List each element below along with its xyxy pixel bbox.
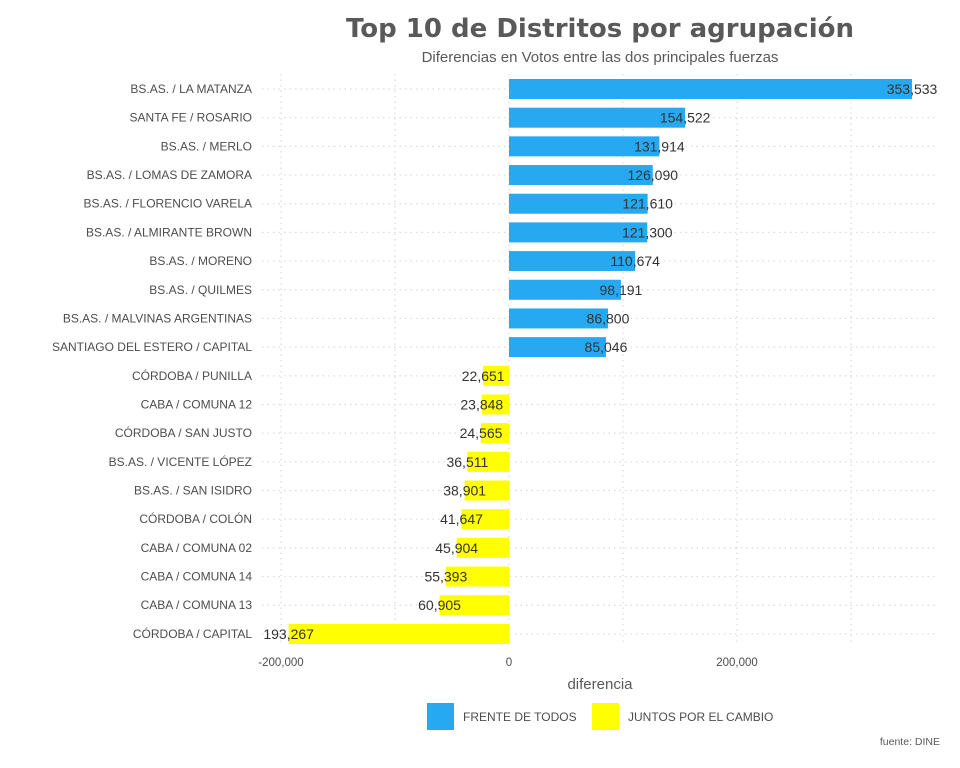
- bar: [509, 251, 636, 272]
- data-label: 193,267: [263, 626, 314, 642]
- data-label: 121,300: [622, 224, 673, 240]
- grid: [262, 74, 937, 646]
- category-label: BS.AS. / LA MATANZA: [130, 82, 252, 96]
- category-label: BS.AS. / FLORENCIO VARELA: [84, 197, 253, 211]
- bar: [509, 165, 653, 186]
- data-label: 110,674: [610, 253, 660, 269]
- data-label: 85,046: [585, 339, 628, 355]
- data-label: 154,522: [660, 110, 711, 126]
- data-label: 41,647: [440, 511, 483, 527]
- x-tick-label: 0: [506, 657, 512, 669]
- bar: [445, 566, 509, 587]
- category-label: CABA / COMUNA 12: [141, 397, 253, 411]
- bar: [509, 337, 606, 358]
- data-label: 126,090: [627, 167, 678, 183]
- data-label: 121,610: [622, 196, 673, 212]
- bar: [509, 107, 686, 128]
- category-label: CÓRDOBA / CAPITAL: [133, 626, 252, 641]
- bar: [288, 623, 509, 644]
- category-label: SANTIAGO DEL ESTERO / CAPITAL: [52, 340, 252, 354]
- data-label: 353,533: [887, 81, 938, 97]
- category-label: BS.AS. / SAN ISIDRO: [134, 484, 252, 498]
- category-label: BS.AS. / LOMAS DE ZAMORA: [87, 168, 252, 182]
- x-axis-title: diferencia: [567, 676, 633, 693]
- category-label: CABA / COMUNA 02: [141, 541, 253, 555]
- data-label: 55,393: [424, 569, 467, 585]
- bar: [509, 79, 913, 99]
- bar: [509, 222, 648, 243]
- category-label: CÓRDOBA / PUNILLA: [132, 368, 252, 383]
- data-labels: 353,533 154,522 131,914 126,090 121,610 121,3…: [263, 81, 937, 642]
- bar: [509, 136, 660, 157]
- x-axis-ticks: -200,000 0 200,000: [258, 657, 757, 669]
- category-label: CABA / COMUNA 14: [141, 570, 253, 584]
- data-label: 22,651: [462, 368, 505, 384]
- bar: [483, 365, 509, 386]
- bar: [509, 193, 648, 214]
- x-tick-label: 200,000: [716, 657, 758, 669]
- data-label: 24,565: [460, 425, 503, 441]
- chart-title: Top 10 de Distritos por agrupación: [346, 14, 854, 44]
- category-label: SANTA FE / ROSARIO: [130, 111, 252, 125]
- data-label: 23,848: [460, 396, 503, 412]
- legend-label: FRENTE DE TODOS: [463, 710, 577, 724]
- bar: [509, 308, 608, 329]
- category-label: CÓRDOBA / COLÓN: [139, 511, 252, 526]
- bar: [481, 394, 509, 415]
- bar: [439, 595, 509, 616]
- bar: [461, 509, 509, 530]
- category-label: BS.AS. / MORENO: [149, 254, 252, 268]
- bar: [467, 451, 509, 472]
- data-label: 38,901: [443, 483, 486, 499]
- legend: FRENTE DE TODOS JUNTOS POR EL CAMBIO: [427, 703, 773, 730]
- category-label: BS.AS. / QUILMES: [149, 283, 252, 297]
- chart-subtitle: Diferencias en Votos entre las dos princ…: [422, 49, 779, 66]
- legend-swatch: [592, 703, 619, 730]
- legend-label: JUNTOS POR EL CAMBIO: [628, 710, 773, 724]
- bar: [456, 537, 509, 558]
- data-label: 86,800: [587, 310, 630, 326]
- data-label: 60,905: [418, 597, 461, 613]
- category-label: BS.AS. / VICENTE LÓPEZ: [109, 454, 252, 469]
- bars: [288, 79, 913, 644]
- bar: [464, 480, 509, 501]
- data-label: 98,191: [600, 282, 643, 298]
- category-label: CÓRDOBA / SAN JUSTO: [115, 425, 252, 440]
- category-label: BS.AS. / MALVINAS ARGENTINAS: [63, 311, 252, 325]
- category-label: BS.AS. / ALMIRANTE BROWN: [86, 225, 252, 239]
- data-label: 45,904: [435, 540, 478, 556]
- category-label: CABA / COMUNA 13: [141, 598, 253, 612]
- source-note: fuente: DINE: [880, 736, 940, 748]
- bar: [480, 423, 509, 444]
- data-label: 36,511: [446, 454, 488, 470]
- legend-swatch: [427, 703, 454, 730]
- data-label: 131,914: [634, 138, 685, 154]
- category-labels: BS.AS. / LA MATANZA SANTA FE / ROSARIO BS.…: [52, 82, 252, 641]
- category-label: BS.AS. / MERLO: [161, 139, 252, 153]
- bar: [509, 279, 621, 300]
- x-tick-label: -200,000: [258, 657, 303, 669]
